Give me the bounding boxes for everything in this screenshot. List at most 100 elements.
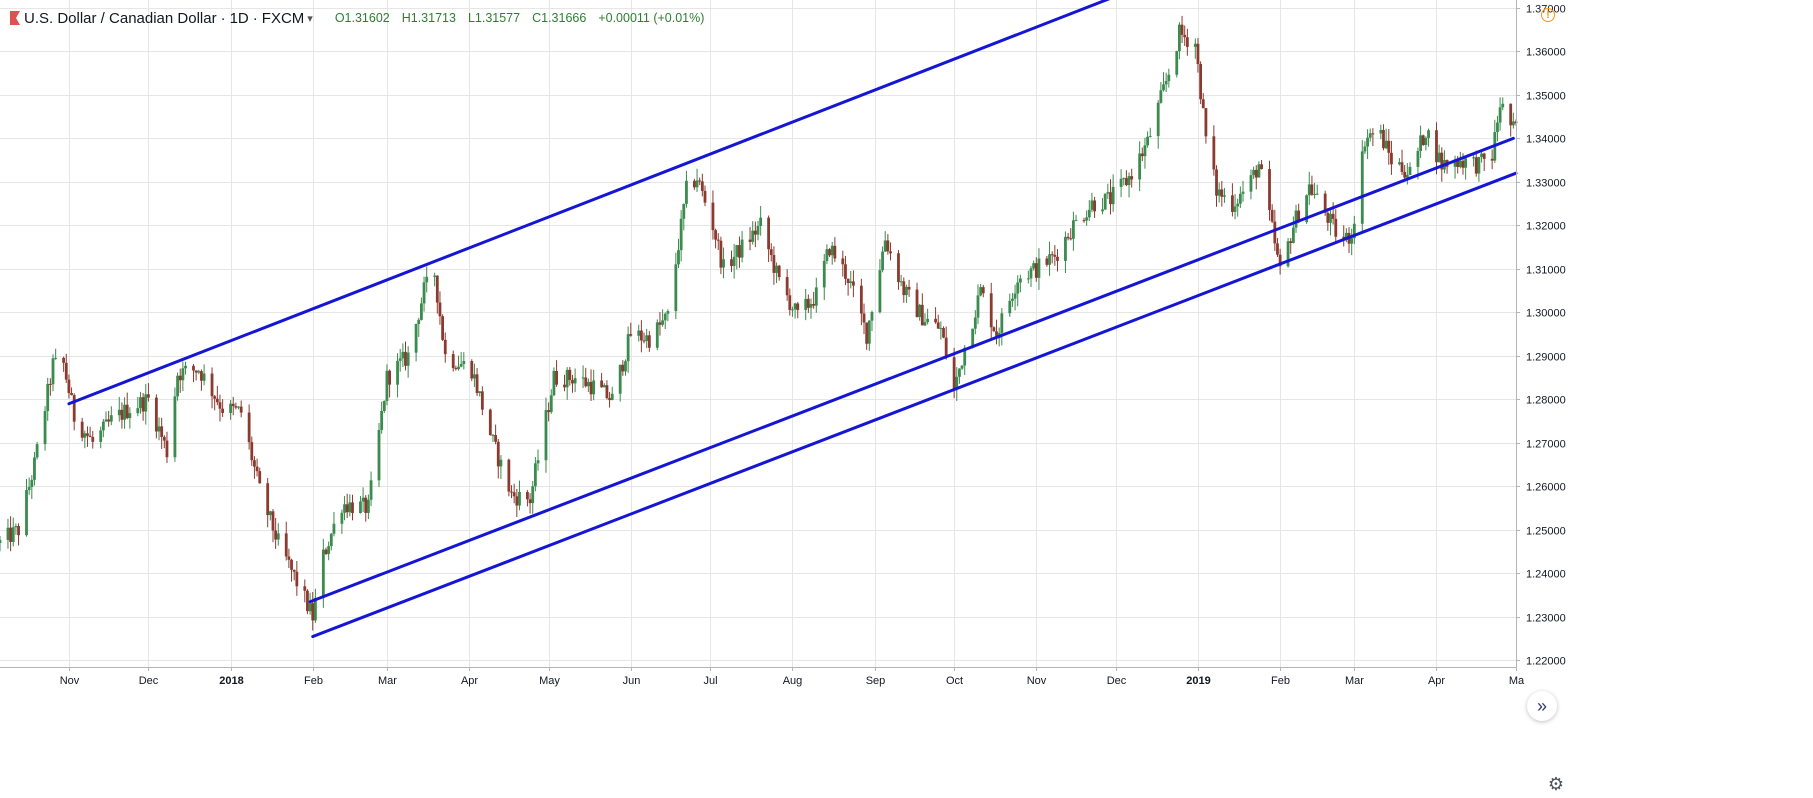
candle-body [1482,153,1486,159]
candle-body [1270,209,1274,222]
candle-body [785,277,789,296]
candle-body [791,309,794,311]
candle-body [1368,133,1372,138]
candle-body [72,395,76,422]
candle-body [420,303,423,320]
trendline-lower-channel[interactable] [311,171,1518,639]
candle-body [1257,164,1261,178]
candle-body [192,365,195,371]
candle-body [0,539,2,543]
trendlines[interactable] [67,0,1518,639]
candle-body [907,286,911,290]
candle-body [1106,192,1110,194]
candle-body [886,240,890,252]
candle-body [1291,227,1295,243]
candle-body [889,251,892,254]
time-tick-label: Jun [623,675,641,687]
candle-body [1082,220,1086,222]
candle-body [6,527,10,540]
candle-body [1464,158,1468,168]
time-tick-label: Mar [1345,675,1364,687]
candle-body [104,419,108,422]
trendline-upper-channel[interactable] [67,0,1203,406]
high-value: H1.31713 [401,11,456,25]
candle-body [202,373,206,381]
candles [0,15,1518,631]
candle-body [1231,195,1234,212]
interval-label[interactable]: 1D [229,9,249,27]
candle-body [369,480,373,500]
candle-body [586,381,590,387]
candle-body [1371,133,1375,135]
symbol-name[interactable]: U.S. Dollar / Canadian Dollar [24,9,217,27]
time-axis[interactable]: Nov Dec 2018 Feb Mar Apr May Jun Jul Aug Sep Oct Nov… [0,667,1525,687]
candle-body [936,322,940,329]
candle-body [1360,151,1364,224]
candle-body [1424,137,1428,145]
gear-icon[interactable]: ⚙ [1547,773,1565,794]
candle-body [491,435,495,437]
candle-body [1220,189,1224,197]
candle-body [311,603,315,621]
candle-body [1008,300,1012,314]
candle-body [213,396,217,399]
candle-body [1185,37,1189,47]
candle-body [443,339,447,355]
candle-body [1310,184,1314,195]
trendline-middle-channel[interactable] [308,136,1515,604]
candle-body [433,275,437,277]
candle-body [178,375,182,381]
candle-body [1315,193,1319,195]
candle-body [451,354,455,369]
candle-body [1053,254,1057,257]
candle-body [934,318,937,323]
candle-body [239,406,243,413]
candle-body [796,303,800,310]
price-axis[interactable]: 1.370001.360001.350001.340001.330001.320… [1516,0,1566,668]
candle-body [952,357,956,390]
time-tick-label: Sep [866,675,886,687]
candle-body [313,597,317,621]
candle-body [626,334,630,362]
candle-body [324,549,328,554]
candle-body [700,181,704,191]
candle-body [1313,194,1316,196]
symbol-legend[interactable]: U.S. Dollar / Canadian Dollar · 1D · FXC… [10,8,704,28]
candle-body [1286,241,1290,267]
candle-body [711,202,715,231]
candle-body [639,330,643,341]
candle-body [27,487,31,491]
candle-body [51,358,55,385]
scroll-to-realtime-button[interactable]: » [1527,691,1557,721]
chevron-down-icon[interactable]: ▾ [307,12,313,25]
candle-body [788,295,792,310]
candle-body [396,360,399,385]
candle-body [897,253,900,283]
candle-body [849,281,853,283]
candle-body [1124,178,1128,186]
candle-body [1050,254,1054,256]
candle-body [327,546,331,554]
candle-body [1236,203,1240,207]
candle-body [83,433,87,438]
candle-body [602,385,606,388]
candle-body [1435,130,1438,163]
candle-body [1119,178,1123,187]
candle-body [1138,153,1142,180]
candle-body [920,304,924,326]
candle-body [865,322,869,344]
candle-body [253,460,256,467]
candle-body [563,384,566,388]
candle-body [422,282,426,304]
candle-body [1034,263,1038,278]
candle-body [1204,108,1208,137]
candle-body [1352,223,1356,239]
candle-body [1326,212,1330,223]
price-tick-label: 1.35000 [1526,91,1566,103]
candle-body [859,285,863,314]
candle-body [147,394,150,398]
warning-icon[interactable]: ! [1541,8,1555,22]
candle-body [1254,169,1258,178]
candle-body [1069,238,1073,240]
